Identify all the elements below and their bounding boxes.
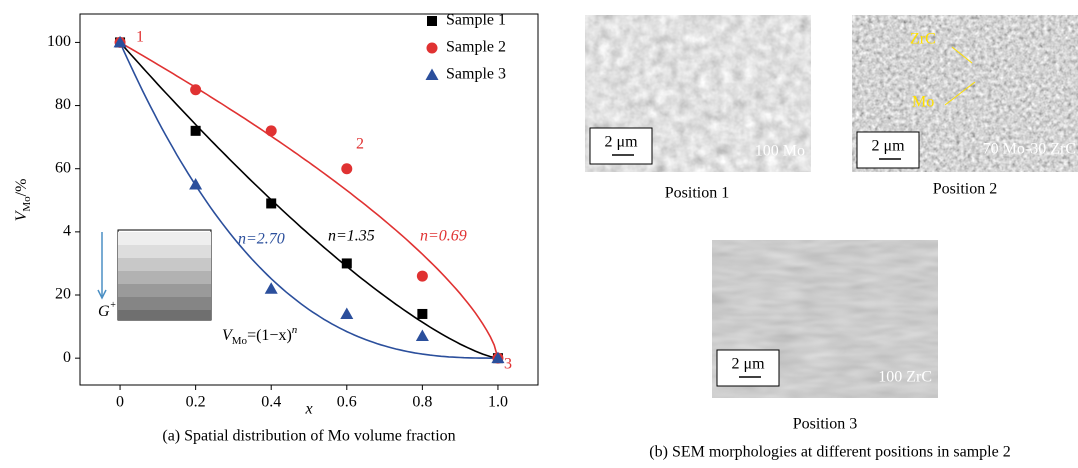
- point: [341, 258, 352, 269]
- material-label: 70 Mo-30 ZrC: [983, 141, 1076, 158]
- x-axis-label: x: [304, 401, 312, 418]
- phase-label: Mo: [912, 94, 934, 111]
- y-label-subscript: Mo: [21, 196, 33, 212]
- legend-label: Sample 1: [446, 12, 506, 29]
- caption: (b) SEM morphologies at different positi…: [649, 444, 1010, 461]
- legend-label: Sample 2: [446, 39, 506, 56]
- y-axis-label: VMo/%: [13, 179, 33, 222]
- x-tick-label: 1.0: [488, 394, 508, 411]
- point: [341, 163, 353, 175]
- material-label: 100 Mo: [755, 143, 805, 160]
- x-tick-label: 0.8: [412, 394, 432, 411]
- gradient-inset: [97, 229, 212, 321]
- scale-bars: [612, 154, 901, 378]
- position-label: Position 1: [665, 185, 729, 202]
- caption: (a) Spatial distribution of Mo volume fr…: [162, 428, 455, 445]
- point: [417, 308, 428, 319]
- fit-curve: [119, 41, 499, 359]
- y-label-symbol: V: [13, 209, 30, 221]
- scale-label: 2 μm: [871, 138, 905, 155]
- legend-label: Sample 3: [446, 66, 506, 83]
- gradient-superscript: +: [110, 300, 117, 311]
- x-tick-label: 0.2: [186, 394, 206, 411]
- scale-label: 2 μm: [604, 134, 638, 151]
- scale-label: 2 μm: [731, 356, 765, 373]
- y-tick-label: 20: [55, 286, 71, 303]
- formula-exponent: n: [292, 324, 298, 336]
- y-tick-label: 80: [55, 96, 71, 113]
- formula-body: =(1−x): [247, 327, 292, 344]
- phase-label: ZrC: [910, 31, 936, 48]
- point: [265, 125, 277, 137]
- x-tick-label: 0: [116, 394, 124, 411]
- fit-curve: [119, 42, 498, 359]
- legend-marker: [426, 42, 438, 54]
- point: [416, 270, 428, 282]
- x-tick-label: 0.4: [261, 394, 281, 411]
- scale-boxes: [589, 127, 920, 387]
- fit-label: n=0.69: [420, 228, 467, 245]
- point: [190, 125, 201, 136]
- x-tick-label: 0.6: [337, 394, 357, 411]
- point: [340, 307, 354, 319]
- material-label: 100 ZrC: [878, 369, 932, 386]
- point-label: 1: [136, 29, 144, 46]
- point: [190, 84, 202, 96]
- point-label: 3: [504, 356, 512, 373]
- gradient-label: G+: [98, 300, 116, 319]
- fit-label: n=2.70: [238, 231, 285, 248]
- point: [266, 198, 277, 209]
- point-label: 2: [356, 136, 364, 153]
- point: [264, 282, 278, 294]
- formula-subscript: Mo: [232, 335, 248, 347]
- plot-panel: G+ VMo=(1−x)n VMo/% x (a) Spatial distri…: [13, 12, 539, 445]
- point: [113, 35, 127, 48]
- plot-frame: [79, 13, 539, 386]
- position-label: Position 3: [793, 416, 857, 433]
- gradient-symbol: G: [98, 303, 110, 320]
- formula-symbol: V: [222, 327, 234, 344]
- sem-panel: 2 μm 2 μm 2 μm 100 Mo 70 Mo-30 ZrC 100 Z…: [585, 15, 1078, 461]
- y-tick-label: 60: [55, 159, 71, 176]
- pointer: [951, 46, 973, 64]
- y-tick-label: 0: [63, 349, 71, 366]
- legend-marker: [427, 16, 437, 26]
- y-tick-label: 100: [47, 33, 71, 50]
- point: [415, 329, 429, 342]
- point: [491, 351, 505, 364]
- y-label-unit: /%: [13, 179, 30, 197]
- formula: VMo=(1−x)n: [222, 324, 298, 347]
- position-label: Position 2: [933, 181, 997, 198]
- fit-curve: [119, 41, 499, 359]
- point: [189, 178, 203, 190]
- y-tick-label: 4: [63, 223, 71, 240]
- pointer: [944, 81, 976, 106]
- fit-label: n=1.35: [328, 228, 375, 245]
- legend-marker: [425, 68, 439, 80]
